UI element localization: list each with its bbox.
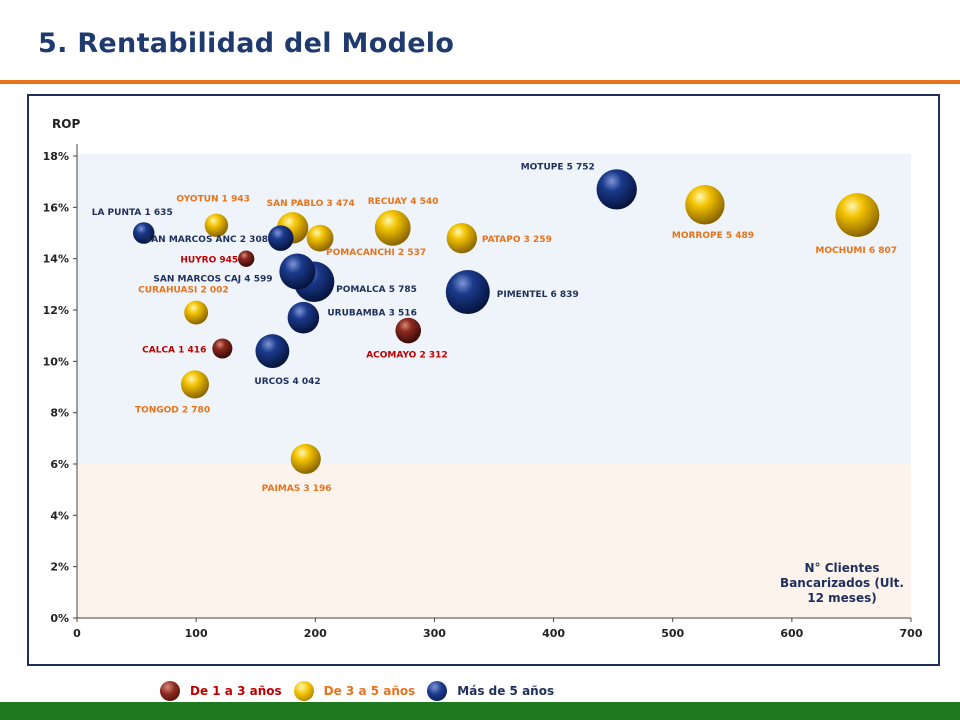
bubble-point <box>204 213 229 238</box>
legend-item: De 1 a 3 años <box>160 681 282 701</box>
y-tick-label: 6% <box>50 458 69 471</box>
y-tick-label: 4% <box>50 509 69 522</box>
x-tick-label: 0 <box>73 627 81 640</box>
bubble-label: OYOTUN 1 943 <box>176 194 249 204</box>
legend-swatch <box>160 681 180 701</box>
legend-label: De 1 a 3 años <box>190 684 282 698</box>
bubble-label: PIMENTEL 6 839 <box>497 290 579 300</box>
bubble-label: POMACANCHI 2 537 <box>326 248 426 258</box>
bubble-point <box>184 300 209 325</box>
x-tick-label: 700 <box>900 627 923 640</box>
y-tick-label: 2% <box>50 561 69 574</box>
bubble-point <box>395 317 422 344</box>
bubble-point <box>287 301 320 334</box>
bubble-point <box>180 370 209 399</box>
bubble-point <box>685 185 725 225</box>
bubble-point <box>446 222 478 254</box>
y-tick-label: 16% <box>43 201 69 214</box>
legend-swatch <box>427 681 448 701</box>
y-axis-label: ROP <box>52 117 80 131</box>
x-tick-label: 500 <box>661 627 684 640</box>
bubble-label: MOCHUMI 6 807 <box>815 246 897 256</box>
bubble-label: SAN PABLO 3 474 <box>267 199 355 209</box>
x-tick-label: 300 <box>423 627 446 640</box>
y-tick-label: 8% <box>50 407 69 420</box>
bubble-point <box>238 250 255 267</box>
legend-item: Más de 5 años <box>427 681 554 701</box>
legend-label: De 3 a 5 años <box>323 684 416 698</box>
bubble-label: LA PUNTA 1 635 <box>92 208 173 218</box>
bubble-label: CURAHUASI 2 002 <box>138 286 228 296</box>
bubble-point <box>596 169 637 210</box>
bubble-label: PATAPO 3 259 <box>482 235 552 245</box>
legend-swatch <box>293 681 314 701</box>
bubble-point <box>445 270 490 315</box>
x-tick-label: 200 <box>304 627 327 640</box>
chart-band-0 <box>77 464 911 618</box>
bubble-point <box>835 193 880 237</box>
title-underline <box>0 80 960 84</box>
bubble-label: URCOS 4 042 <box>254 377 320 387</box>
y-tick-label: 14% <box>43 253 69 266</box>
bubble-label: CALCA 1 416 <box>142 346 206 356</box>
page-title: 5. Rentabilidad del Modelo <box>38 28 455 59</box>
bubble-label: SAN MARCOS CAJ 4 599 <box>153 275 272 285</box>
x-tick-label: 100 <box>185 627 208 640</box>
x-tick-label: 400 <box>542 627 565 640</box>
bubble-label: RECUAY 4 540 <box>368 197 439 207</box>
bubble-point <box>290 443 321 474</box>
bubble-point <box>279 253 316 290</box>
legend-label: Más de 5 años <box>457 684 555 698</box>
bubble-label: TONGOD 2 780 <box>135 405 210 415</box>
bubble-label: MOTUPE 5 752 <box>521 162 595 172</box>
bubble-point <box>255 334 290 368</box>
y-tick-label: 18% <box>43 150 69 163</box>
bubble-label: URUBAMBA 3 516 <box>327 309 416 319</box>
y-tick-label: 0% <box>50 612 69 625</box>
bubble-point <box>374 209 411 246</box>
bubble-label: HUYRO 945 <box>180 256 238 266</box>
bubble-point <box>306 224 334 252</box>
chart-band-1 <box>77 154 911 464</box>
bubble-label: POMALCA 5 785 <box>336 285 417 295</box>
chart-legend: De 1 a 3 años De 3 a 5 años Más de 5 años <box>160 680 566 702</box>
bubble-label: SAN MARCOS ANC 2 308 <box>145 235 268 245</box>
bubble-label: ACOMAYO 2 312 <box>366 351 447 361</box>
x-axis-label: N° Clientes Bancarizados (Ult. 12 meses) <box>780 561 904 605</box>
legend-item: De 3 a 5 años <box>293 681 416 701</box>
y-tick-label: 12% <box>43 304 69 317</box>
bubble-point <box>132 222 155 244</box>
x-tick-label: 600 <box>780 627 803 640</box>
bubble-point <box>267 225 294 251</box>
bubble-label: PAIMAS 3 196 <box>262 484 332 494</box>
footer-bar <box>0 702 960 720</box>
y-tick-label: 10% <box>43 355 69 368</box>
bubble-point <box>212 338 233 359</box>
bubble-label: MORROPE 5 489 <box>672 231 754 241</box>
